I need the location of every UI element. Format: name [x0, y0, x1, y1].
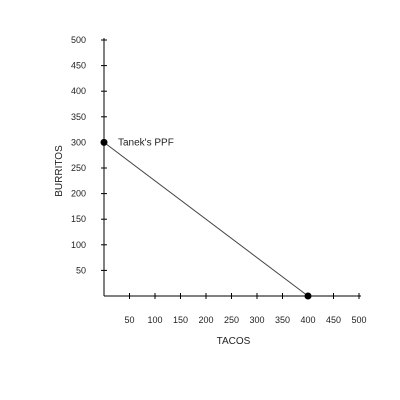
- y-tick-label: 100: [71, 240, 86, 250]
- ppf-line: [103, 142, 309, 297]
- y-tick-label: 400: [71, 86, 86, 96]
- x-tick-label: 300: [249, 315, 264, 325]
- ppf-annotation: Tanek's PPF: [118, 137, 174, 148]
- series: [100, 138, 312, 300]
- x-tick-label: 100: [147, 315, 162, 325]
- y-tick-label: 350: [71, 112, 86, 122]
- ppf-point: [304, 292, 312, 300]
- x-axis-label: TACOS: [217, 336, 251, 347]
- x-tick-label: 250: [224, 315, 239, 325]
- y-tick-label: 50: [76, 265, 86, 275]
- x-tick-label: 350: [275, 315, 290, 325]
- y-ticks: 50 100 150 200 250 300 350 400 450 500: [71, 35, 107, 275]
- y-tick-label: 450: [71, 61, 86, 71]
- x-tick-label: 450: [326, 315, 341, 325]
- x-ticks: 50 100 150 200 250 300 350 400 450 500: [124, 293, 367, 325]
- x-tick-label: 400: [300, 315, 315, 325]
- annotations: Tanek's PPF: [118, 137, 174, 148]
- y-tick-label: 150: [71, 214, 86, 224]
- x-tick-label: 150: [173, 315, 188, 325]
- y-tick-label: 500: [71, 35, 86, 45]
- y-tick-label: 300: [71, 137, 86, 147]
- y-tick-label: 250: [71, 163, 86, 173]
- x-tick-label: 50: [124, 315, 134, 325]
- axes: [103, 38, 361, 297]
- x-tick-label: 200: [198, 315, 213, 325]
- y-axis-label: BURRITOS: [54, 145, 65, 197]
- ppf-point: [100, 138, 108, 146]
- y-tick-label: 200: [71, 189, 86, 199]
- x-tick-label: 500: [351, 315, 366, 325]
